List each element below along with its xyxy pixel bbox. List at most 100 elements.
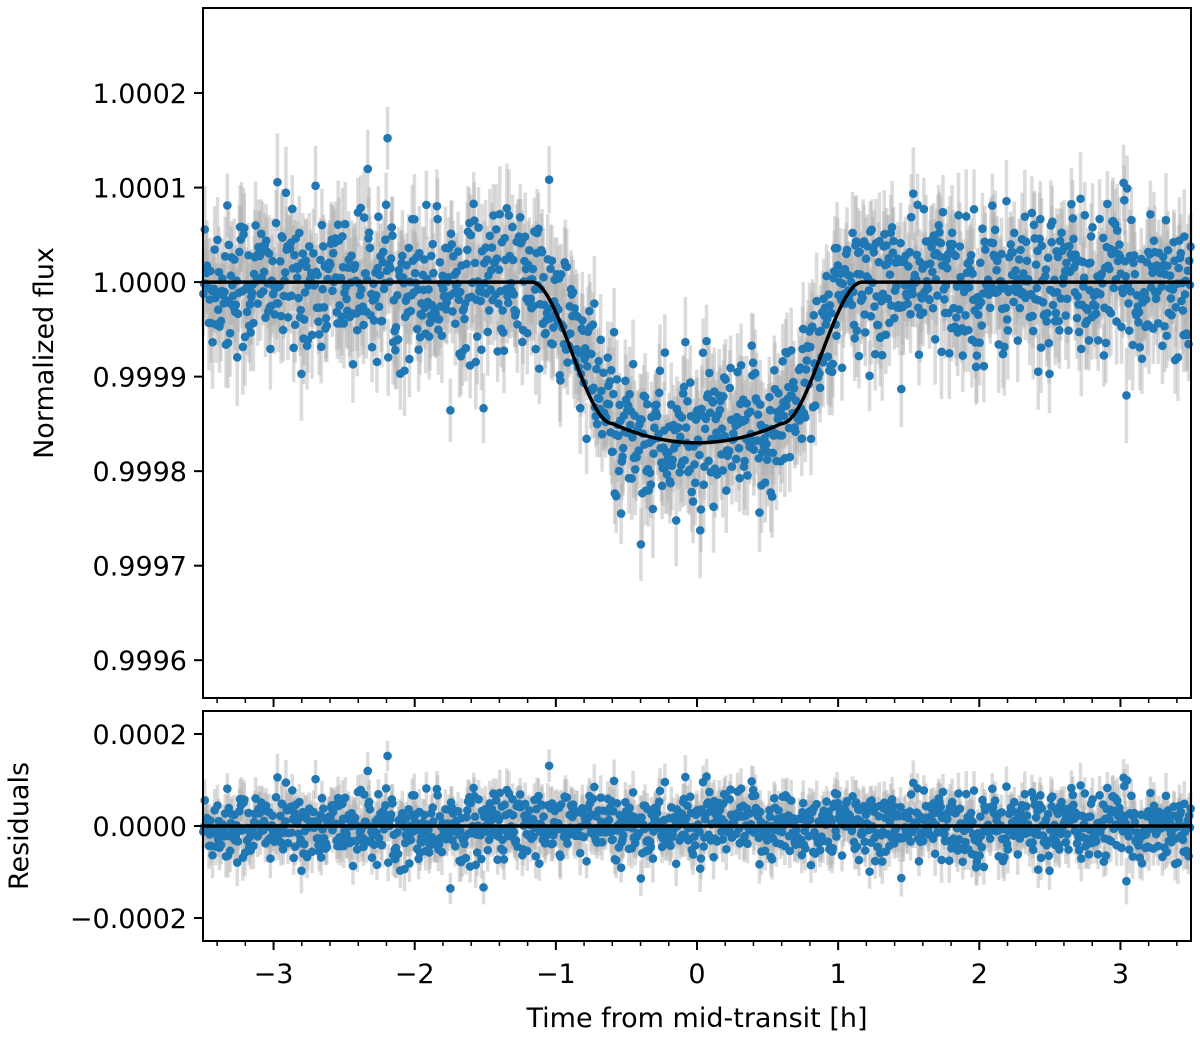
residual-point: [225, 846, 235, 856]
flux-point: [216, 316, 226, 326]
flux-point: [249, 269, 259, 279]
flux-point: [1022, 256, 1032, 266]
flux-point: [701, 414, 711, 424]
flux-point: [618, 452, 627, 461]
residual-point: [608, 835, 617, 844]
flux-point: [455, 287, 465, 297]
residual-point: [450, 841, 460, 851]
flux-point: [778, 356, 788, 366]
flux-point: [801, 365, 811, 374]
flux-point: [698, 348, 708, 358]
flux-point: [1071, 250, 1080, 260]
flux-point: [987, 282, 996, 291]
flux-point: [566, 329, 575, 338]
flux-point: [721, 375, 730, 384]
flux-point: [247, 288, 257, 298]
flux-point: [1002, 315, 1012, 324]
flux-point: [636, 540, 646, 549]
flux-point: [1076, 194, 1085, 204]
flux-point: [317, 220, 327, 230]
flux-point: [1091, 309, 1101, 319]
flux-point: [828, 359, 838, 369]
flux-point: [687, 487, 697, 497]
residual-point: [522, 846, 532, 856]
flux-point: [952, 313, 961, 322]
flux-point: [276, 311, 286, 321]
flux-point: [618, 443, 628, 453]
flux-point: [289, 343, 298, 353]
flux-point: [947, 228, 957, 238]
flux-point: [381, 235, 390, 244]
flux-point: [833, 261, 843, 270]
flux-point: [990, 225, 1000, 235]
flux-point: [1042, 317, 1051, 326]
flux-point: [592, 419, 602, 429]
flux-point: [271, 218, 281, 228]
flux-point: [296, 305, 306, 315]
flux-point: [283, 313, 293, 322]
residual-point: [216, 840, 226, 850]
flux-point: [616, 509, 626, 518]
residual-point: [491, 796, 501, 805]
flux-point: [1120, 195, 1129, 205]
flux-point: [1163, 245, 1173, 255]
flux-point: [832, 331, 841, 341]
flux-point: [585, 306, 594, 316]
flux-point: [406, 306, 416, 316]
flux-point: [1162, 331, 1171, 341]
flux-point: [522, 328, 532, 338]
residual-point: [410, 791, 419, 800]
flux-point: [930, 334, 940, 344]
residual-point: [374, 789, 383, 799]
flux-point: [259, 287, 268, 296]
flux-point: [568, 288, 578, 297]
flux-point: [852, 326, 862, 335]
flux-point: [494, 299, 503, 308]
flux-point: [230, 255, 239, 264]
flux-point: [437, 331, 447, 341]
flux-point: [927, 242, 936, 252]
flux-point: [735, 473, 744, 483]
flux-point: [848, 228, 857, 238]
flux-point: [578, 316, 587, 325]
flux-point: [838, 279, 848, 289]
flux-point: [1019, 269, 1028, 278]
flux-point: [1183, 266, 1193, 276]
flux-point: [935, 228, 944, 237]
flux-point: [781, 401, 791, 411]
flux-point: [1086, 232, 1096, 241]
flux-point: [829, 273, 838, 283]
flux-point: [1121, 271, 1131, 281]
residual-point: [369, 840, 379, 849]
residual-point: [489, 789, 498, 798]
flux-point: [1160, 322, 1169, 331]
flux-point: [1061, 311, 1071, 320]
residual-point: [278, 844, 288, 854]
flux-point: [850, 334, 860, 343]
flux-point: [208, 337, 217, 347]
flux-point: [307, 330, 317, 340]
flux-point: [319, 242, 328, 251]
residual-point: [636, 874, 646, 883]
flux-point: [335, 301, 344, 310]
flux-point: [547, 256, 557, 266]
residual-point: [446, 884, 455, 893]
flux-point: [1043, 308, 1052, 318]
flux-point: [978, 224, 987, 233]
residual-point: [383, 858, 393, 867]
flux-point: [442, 297, 452, 307]
flux-point: [992, 265, 1001, 275]
residual-point: [597, 837, 607, 847]
flux-point: [363, 164, 373, 174]
flux-point: [314, 317, 323, 326]
flux-point: [1112, 226, 1122, 235]
flux-point: [242, 307, 252, 317]
flux-point: [1053, 252, 1063, 262]
flux-point: [1173, 353, 1183, 362]
flux-point: [1105, 264, 1114, 274]
flux-point: [364, 228, 374, 237]
residual-point: [340, 793, 350, 803]
residual-point: [359, 842, 368, 852]
flux-point: [556, 376, 565, 385]
flux-point: [462, 259, 471, 269]
